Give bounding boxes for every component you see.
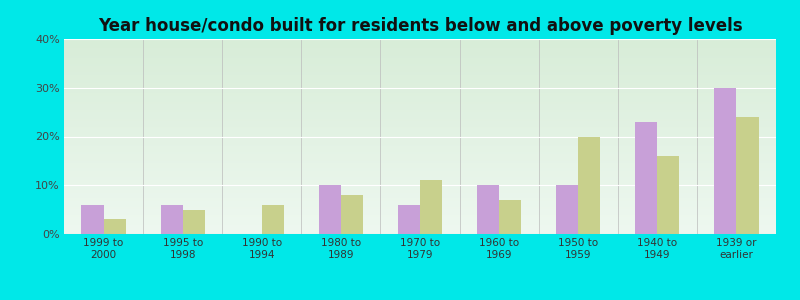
Bar (318, 185, 341, 234)
Bar (398, 205, 420, 234)
Bar (420, 180, 442, 234)
Bar (658, 156, 679, 234)
Bar (182, 210, 205, 234)
Bar (737, 117, 758, 234)
Bar (578, 136, 600, 234)
Title: Year house/condo built for residents below and above poverty levels: Year house/condo built for residents bel… (98, 17, 742, 35)
Bar (82, 205, 103, 234)
Bar (262, 205, 284, 234)
Bar (714, 88, 737, 234)
Bar (103, 219, 126, 234)
Bar (477, 185, 499, 234)
Bar (341, 195, 363, 234)
Bar (161, 205, 182, 234)
Bar (556, 185, 578, 234)
Bar (499, 200, 522, 234)
Bar (635, 122, 658, 234)
